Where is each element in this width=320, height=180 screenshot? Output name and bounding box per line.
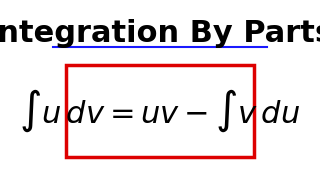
Text: $\int u\,dv = uv - \int v\,du$: $\int u\,dv = uv - \int v\,du$: [20, 87, 300, 134]
Text: Integration By Parts: Integration By Parts: [0, 19, 320, 48]
